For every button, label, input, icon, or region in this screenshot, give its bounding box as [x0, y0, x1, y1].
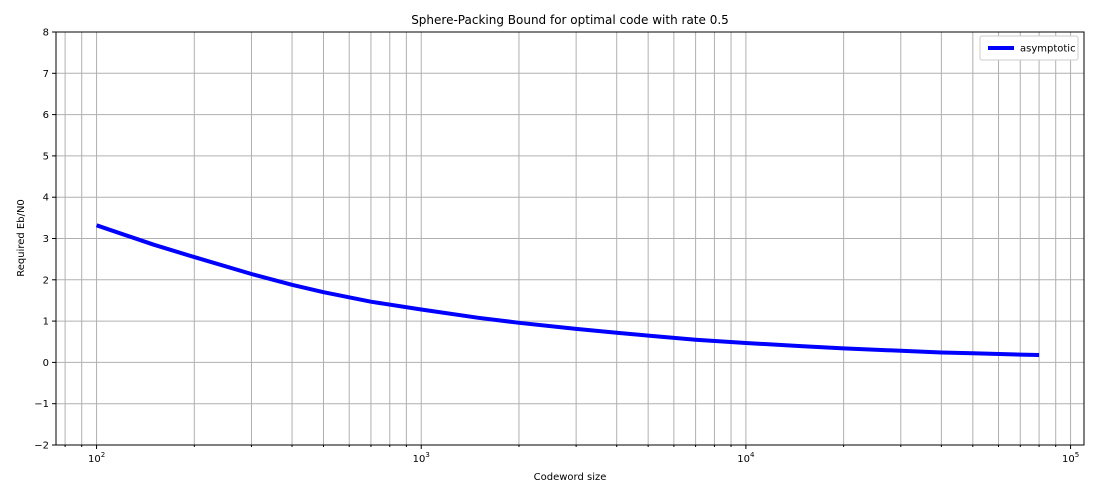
x-tick-label-exponent: 5 — [1075, 451, 1079, 459]
y-tick-label: 5 — [43, 151, 49, 162]
x-tick-label-base: 10 — [88, 454, 101, 465]
grid — [56, 31, 1084, 446]
y-tick-label: 1 — [43, 317, 49, 328]
legend-box — [979, 35, 1079, 61]
x-tick-label-exponent: 2 — [101, 451, 105, 459]
y-axis-title: Required Eb/N0 — [16, 199, 27, 277]
y-tick-label: 2 — [43, 275, 49, 286]
chart-title: Sphere-Packing Bound for optimal code wi… — [411, 13, 729, 27]
x-tick-label-exponent: 3 — [425, 451, 429, 459]
y-tick-label: 4 — [43, 193, 49, 204]
x-axis-title: Codeword size — [534, 472, 607, 483]
x-tick-label-base: 10 — [1062, 454, 1075, 465]
y-tick-label: 7 — [43, 69, 49, 80]
x-tick-label-exponent: 4 — [750, 451, 755, 459]
series-layer — [95, 223, 1040, 357]
x-tick-label-base: 10 — [413, 454, 426, 465]
legend-label-asymptotic: asymptotic — [1020, 44, 1076, 55]
x-tick-label-base: 10 — [737, 454, 750, 465]
series-line-asymptotic — [95, 223, 1040, 357]
y-tick-label: 3 — [43, 234, 49, 245]
x-tick-label: 103 — [413, 451, 430, 465]
y-tick-label: 8 — [43, 28, 49, 39]
legend: asymptotic — [979, 35, 1079, 61]
y-tick-label: 6 — [43, 110, 49, 121]
x-tick-label: 102 — [88, 451, 105, 465]
x-tick-label: 105 — [1062, 451, 1079, 465]
y-tick-label: −2 — [34, 441, 49, 452]
x-tick-label: 104 — [737, 451, 755, 465]
y-tick-label: −1 — [34, 399, 49, 410]
y-tick-label: 0 — [43, 358, 49, 369]
